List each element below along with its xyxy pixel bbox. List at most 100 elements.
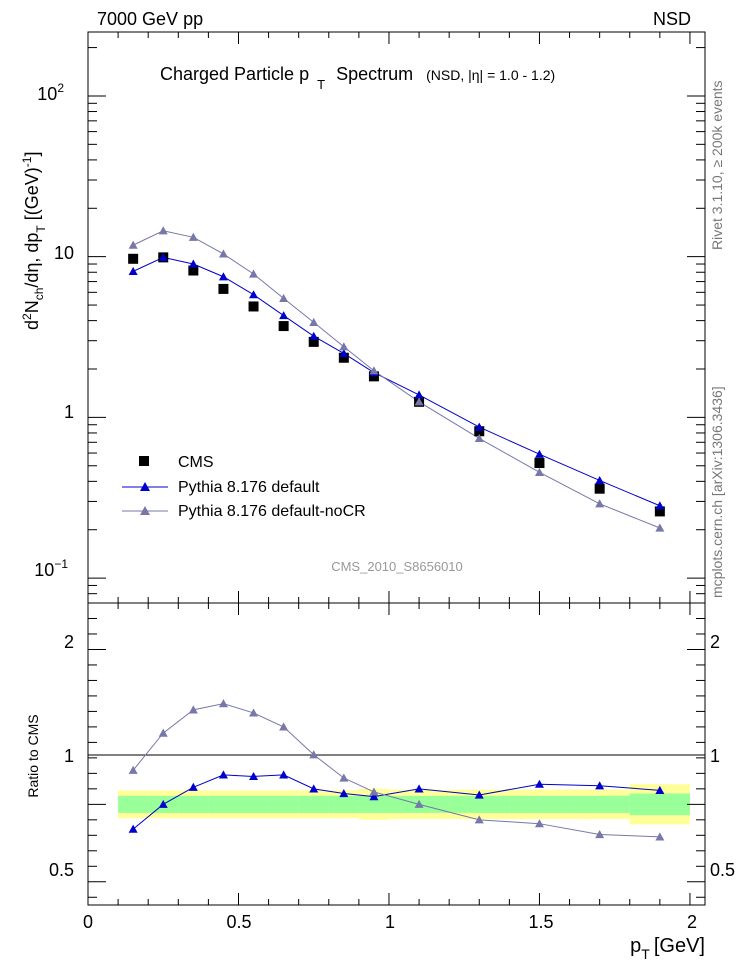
point-pythia-8-176-default xyxy=(218,272,228,281)
title-note: (NSD, |η| = 1.0 - 1.2) xyxy=(426,67,555,83)
y-tick-label-0.1: 10−1 xyxy=(34,557,68,580)
legend-label-pythia-default: Pythia 8.176 default xyxy=(178,479,320,496)
point-pythia-8-176-default-nocr xyxy=(218,249,228,258)
ratio-point-pythia-8-176-default xyxy=(414,784,424,793)
ratio-tick-2-left: 2 xyxy=(64,632,74,652)
ratio-point-pythia-8-176-default-nocr xyxy=(279,722,289,731)
ratio-point-pythia-8-176-default-nocr xyxy=(534,819,544,828)
point-cms xyxy=(308,336,319,347)
point-pythia-8-176-default xyxy=(158,252,168,261)
ratio-band-stat xyxy=(118,795,149,813)
legend-marker-pythia-default xyxy=(140,482,150,491)
point-cms xyxy=(218,283,229,294)
point-cms xyxy=(278,321,289,332)
ratio-point-pythia-8-176-default xyxy=(309,784,319,793)
ratio-point-pythia-8-176-default xyxy=(655,785,665,794)
title-word: Spectrum xyxy=(336,64,413,84)
ratio-band-stat xyxy=(268,795,299,813)
ratio-frame xyxy=(87,602,706,906)
point-pythia-8-176-default xyxy=(309,331,319,340)
ratio-point-pythia-8-176-default-nocr xyxy=(595,830,605,839)
mcplots-label: mcplots.cern.ch [arXiv:1306.3436] xyxy=(709,386,725,598)
point-pythia-8-176-default-nocr xyxy=(158,226,168,235)
point-pythia-8-176-default xyxy=(414,390,424,399)
ratio-band-stat xyxy=(449,795,510,813)
point-pythia-8-176-default-nocr xyxy=(595,499,605,508)
ratio-band-stat xyxy=(358,795,389,813)
ratio-point-pythia-8-176-default-nocr xyxy=(414,799,424,808)
point-pythia-8-176-default xyxy=(595,475,605,485)
energy-label: 7000 GeV pp xyxy=(97,9,203,29)
ratio-tick-labels-left: 0.5 1 2 xyxy=(49,632,74,880)
ratio-point-pythia-8-176-default-nocr xyxy=(128,765,138,774)
ratio-point-pythia-8-176-default xyxy=(534,779,544,788)
point-pythia-8-176-default xyxy=(249,290,259,299)
point-pythia-8-176-default-nocr xyxy=(655,523,665,532)
ratio-y-label: Ratio to CMS xyxy=(25,714,41,797)
main-panel: CMS_2010_S8656010 Charged Particle p T S… xyxy=(20,31,706,604)
point-pythia-8-176-default xyxy=(474,422,484,431)
point-pythia-8-176-default-nocr xyxy=(188,232,198,241)
x-tick-labels: 0 0.5 1 1.5 2 xyxy=(83,912,697,932)
series-line-pythia-8-176-default xyxy=(132,256,661,507)
title-sub: T xyxy=(317,77,325,92)
ratio-point-pythia-8-176-default xyxy=(474,790,484,799)
ratio-point-pythia-8-176-default-nocr xyxy=(369,787,379,796)
legend-entry-pythia-nocr: Pythia 8.176 default-noCR xyxy=(122,503,366,520)
point-pythia-8-176-default-nocr xyxy=(339,342,349,351)
main-series xyxy=(128,226,665,532)
ratio-line-pythia-8-176-default-nocr xyxy=(132,703,660,838)
ratio-line-pythia-8-176-default xyxy=(132,774,660,830)
point-pythia-8-176-default-nocr xyxy=(128,240,138,249)
ratio-band-stat xyxy=(509,795,570,813)
point-pythia-8-176-default xyxy=(279,311,289,320)
x-tick-label-0: 0 xyxy=(83,912,93,932)
ratio-tick-labels-right: 0.5 1 2 xyxy=(710,632,735,880)
x-tick-label-0.5: 0.5 xyxy=(226,912,251,932)
point-pythia-8-176-default xyxy=(188,259,198,268)
y-tick-label-1: 1 xyxy=(64,402,74,422)
watermark: CMS_2010_S8656010 xyxy=(331,559,463,574)
ratio-band-stat xyxy=(238,795,269,813)
ratio-point-pythia-8-176-default-nocr xyxy=(474,815,484,824)
point-cms xyxy=(594,483,605,494)
point-cms xyxy=(128,253,139,264)
rivet-label: Rivet 3.1.10, ≥ 200k events xyxy=(709,80,725,250)
ratio-tick-1-right: 1 xyxy=(710,746,720,766)
ratio-point-pythia-8-176-default xyxy=(188,782,198,791)
series-line-pythia-8-176-default-nocr xyxy=(132,230,661,529)
ratio-band-stat xyxy=(328,795,359,813)
point-pythia-8-176-default-nocr xyxy=(474,433,484,443)
ratio-band-stat xyxy=(569,795,630,813)
ratio-point-pythia-8-176-default-nocr xyxy=(655,832,665,841)
ratio-band-stat xyxy=(629,793,690,816)
point-pythia-8-176-default-nocr xyxy=(369,366,379,375)
ratio-point-pythia-8-176-default xyxy=(249,771,259,781)
point-pythia-8-176-default-nocr xyxy=(309,317,319,326)
legend: CMS Pythia 8.176 default Pythia 8.176 de… xyxy=(122,454,366,520)
ratio-panel: Ratio to CMS 0.5 1 2 0.5 1 2 0 0.5 1 1.5… xyxy=(25,602,735,962)
legend-marker-pythia-nocr xyxy=(140,506,150,515)
legend-label-pythia-nocr: Pythia 8.176 default-noCR xyxy=(178,503,366,520)
ratio-point-pythia-8-176-default-nocr xyxy=(249,708,259,717)
ratio-point-pythia-8-176-default-nocr xyxy=(309,750,319,759)
main-ticks xyxy=(87,32,705,604)
point-cms xyxy=(534,458,545,469)
ratio-point-pythia-8-176-default xyxy=(128,824,138,833)
title-main: Charged Particle p xyxy=(160,64,309,84)
x-tick-label-1: 1 xyxy=(385,912,395,932)
ratio-point-pythia-8-176-default xyxy=(369,792,379,801)
ratio-tick-1-left: 1 xyxy=(64,746,74,766)
y-tick-label-100: 102 xyxy=(37,81,64,104)
ratio-point-pythia-8-176-default xyxy=(279,770,289,779)
point-pythia-8-176-default-nocr xyxy=(534,467,544,476)
ratio-point-pythia-8-176-default-nocr xyxy=(218,699,228,708)
point-pythia-8-176-default xyxy=(128,266,138,275)
legend-label-cms: CMS xyxy=(178,454,214,471)
ratio-band-stat xyxy=(208,795,239,813)
point-pythia-8-176-default xyxy=(655,501,665,510)
legend-marker-cms xyxy=(139,456,149,466)
point-cms xyxy=(188,265,199,276)
point-pythia-8-176-default xyxy=(534,449,544,458)
y-tick-label-10: 10 xyxy=(54,243,74,263)
